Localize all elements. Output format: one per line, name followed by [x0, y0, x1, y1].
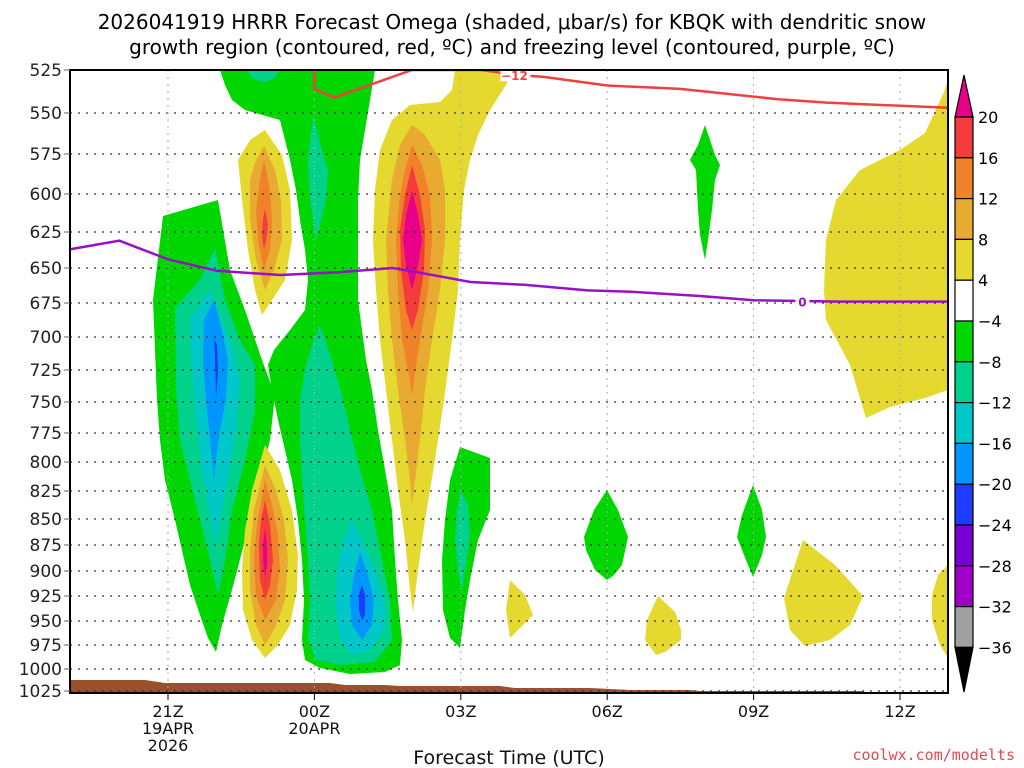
omega-pos20-center-column: [403, 190, 422, 290]
colorbar-label: −12: [978, 394, 1012, 413]
omega-pos4-lobe-2: [645, 596, 681, 655]
omega-neg4-lobe-06z: [584, 490, 628, 580]
y-tick-label: 525: [30, 61, 62, 81]
terrain-surface: [70, 680, 948, 693]
contours: −12 0: [70, 69, 948, 310]
x-tick-label: 09Z: [738, 702, 769, 721]
dendritic-contour-label: −12: [500, 69, 531, 83]
colorbar-label: 4: [978, 271, 988, 290]
colorbar-box: [954, 524, 974, 567]
y-tick-label: 875: [30, 536, 62, 556]
colorbar-box: [954, 198, 974, 241]
colorbar-label: −20: [978, 475, 1012, 494]
freezing-contour-label: 0: [795, 293, 810, 310]
colorbar-box: [954, 402, 974, 445]
omega-pos4-right-upper: [824, 80, 948, 418]
colorbar-label: −36: [978, 638, 1012, 657]
colorbar-box: [954, 279, 974, 322]
y-tick-label: 925: [30, 587, 62, 607]
colorbar-box: [954, 442, 974, 485]
x-tick-label: 19APR: [142, 719, 194, 738]
y-tick-label: 650: [30, 259, 62, 279]
y-tick-label: 1000: [19, 660, 62, 680]
svg-text:0: 0: [798, 296, 806, 310]
y-tick-label: 600: [30, 185, 62, 205]
omega-neg20-center-lower: [359, 585, 365, 620]
omega-pos4-lobe-3: [784, 540, 863, 646]
gridlines: [70, 69, 948, 693]
y-tick-label: 750: [30, 393, 62, 413]
colorbar-box: [954, 238, 974, 281]
chart-title-line-1: 2026041919 HRRR Forecast Omega (shaded, …: [98, 10, 927, 34]
y-tick-label: 900: [30, 562, 62, 582]
y-axis: 525 550 575 600 625 650 675 700 725 750 775 800 825 8…: [19, 61, 70, 702]
colorbar-label: 16: [978, 149, 998, 168]
colorbar-box: [954, 483, 974, 526]
x-tick-label: 2026: [148, 736, 189, 755]
y-tick-label: 575: [30, 145, 62, 165]
y-tick-label: 825: [30, 482, 62, 502]
omega-neg4-lobe-09z: [737, 485, 766, 577]
colorbar-extend-bottom: [954, 646, 974, 693]
colorbar-label: 20: [978, 108, 998, 127]
colorbar-box: [954, 320, 974, 363]
colorbar-label: −24: [978, 516, 1012, 535]
colorbar-box: [954, 361, 974, 404]
y-tick-label: 850: [30, 510, 62, 530]
y-tick-label: 800: [30, 453, 62, 473]
x-tick-label: 12Z: [884, 702, 915, 721]
colorbar-label: −16: [978, 434, 1012, 453]
plot-frame: [69, 69, 949, 694]
y-tick-label: 625: [30, 223, 62, 243]
x-tick-label: 21Z: [152, 702, 183, 721]
omega-shading: [70, 70, 948, 693]
y-tick-label: 775: [30, 424, 62, 444]
colorbar: 20 16 12 8 4 −4 −8 −12 −16 −20 −24 −28 −32 −36: [954, 74, 1012, 693]
dendritic-growth-contour: [313, 70, 948, 110]
colorbar-box: [954, 157, 974, 200]
y-tick-label: 550: [30, 104, 62, 124]
omega-pos4-lobe-4: [932, 565, 948, 658]
y-tick-label: 1025: [19, 682, 62, 702]
y-tick-label: 950: [30, 612, 62, 632]
x-tick-label: 03Z: [445, 702, 476, 721]
omega-neg8-03z-lobe: [455, 490, 470, 590]
colorbar-box: [954, 116, 974, 159]
colorbar-box: [954, 605, 974, 648]
omega-pos20-left-lower: [263, 528, 267, 578]
y-tick-label: 675: [30, 294, 62, 314]
omega-neg4-lobe-08z-upper: [690, 125, 720, 260]
colorbar-extend-top: [954, 74, 974, 118]
omega-neg16-left-column: [203, 300, 228, 480]
colorbar-label: −28: [978, 557, 1012, 576]
chart-title-line-2: growth region (contoured, red, ºC) and f…: [129, 35, 895, 59]
colorbar-label: 8: [978, 230, 988, 249]
credit-text: coolwx.com/modelts: [852, 746, 1015, 764]
colorbar-label: −8: [978, 353, 1002, 372]
colorbar-label: −4: [978, 312, 1002, 331]
x-tick-label: 20APR: [288, 719, 340, 738]
y-tick-label: 725: [30, 361, 62, 381]
freezing-level-contour: [70, 239, 948, 303]
colorbar-label: 12: [978, 190, 998, 209]
y-tick-label: 700: [30, 328, 62, 348]
omega-neg8-center-top: [248, 70, 278, 82]
omega-pos16-left-upper: [262, 208, 268, 250]
omega-neg8-center-upper: [308, 115, 328, 240]
colorbar-box: [954, 565, 974, 608]
colorbar-label: −32: [978, 598, 1012, 617]
x-tick-label: 00Z: [299, 702, 330, 721]
x-axis-title: Forecast Time (UTC): [413, 747, 604, 768]
svg-text:−12: −12: [501, 69, 528, 83]
y-tick-label: 975: [30, 636, 62, 656]
omega-pos4-lobe-1: [506, 580, 533, 638]
x-tick-label: 06Z: [592, 702, 623, 721]
